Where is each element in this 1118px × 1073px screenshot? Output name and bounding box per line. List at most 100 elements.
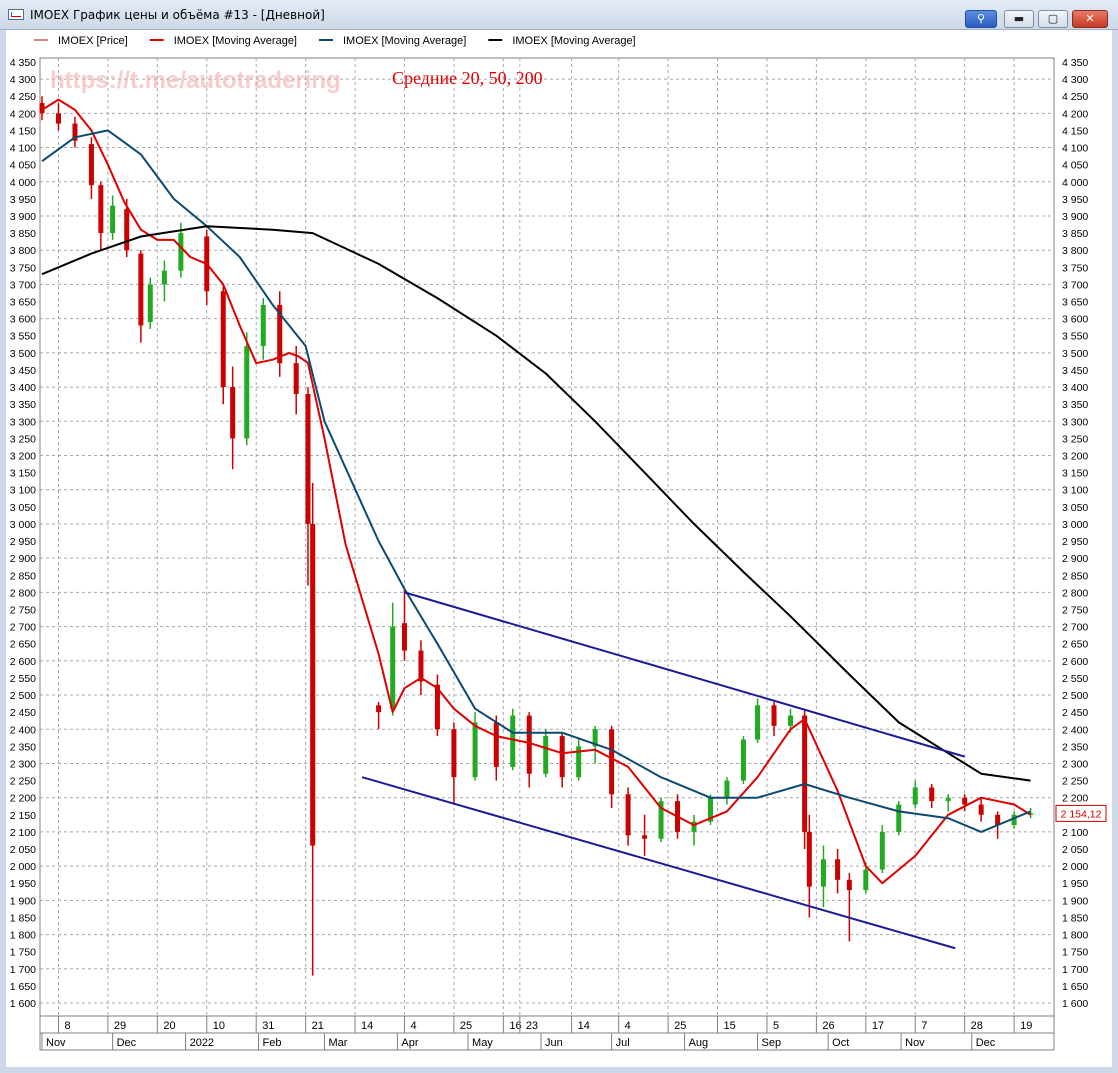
y-tick-label: 2 800 — [10, 587, 36, 599]
x-month-label: Sep — [762, 1037, 782, 1049]
minimize-button[interactable]: ▬ — [1004, 10, 1034, 28]
pin-button[interactable]: ⚲ — [965, 10, 997, 28]
y-tick-label: 4 250 — [10, 91, 36, 103]
y-tick-label: 3 050 — [1062, 502, 1088, 514]
y-tick-label: 3 100 — [10, 485, 36, 497]
candle-body — [526, 715, 532, 774]
y-tick-label: 3 650 — [1062, 297, 1088, 309]
y-tick-label: 2 050 — [10, 844, 36, 856]
y-tick-label: 2 000 — [10, 861, 36, 873]
y-tick-label: 4 150 — [10, 125, 36, 137]
candle-body — [740, 739, 746, 781]
y-tick-label: 3 900 — [1062, 211, 1088, 223]
upper-trend-line[interactable] — [404, 591, 965, 758]
x-day-label: 4 — [410, 1020, 416, 1032]
y-tick-label: 2 550 — [1062, 673, 1088, 685]
y-axis-right: 1 600 1 650 1 700 1 750 1 800 1 850 1 900 1 950… — [1062, 57, 1088, 1010]
x-day-label: 31 — [262, 1020, 274, 1032]
x-day-label: 23 — [526, 1020, 538, 1032]
candle-body — [55, 113, 61, 124]
y-tick-label: 2 850 — [10, 570, 36, 582]
candle-body — [846, 879, 852, 891]
y-tick-label: 4 300 — [10, 74, 36, 86]
candle-body — [138, 253, 144, 326]
chart-app-icon — [8, 9, 24, 20]
candle-body — [642, 835, 648, 839]
y-tick-label: 2 400 — [1062, 724, 1088, 736]
x-day-label: 25 — [674, 1020, 686, 1032]
y-tick-label: 3 600 — [1062, 314, 1088, 326]
x-month-label: Jun — [545, 1037, 563, 1049]
y-tick-label: 2 950 — [1062, 536, 1088, 548]
legend: IMOEX [Price] IMOEX [Moving Average] IMOEX… — [34, 35, 636, 47]
y-tick-label: 3 150 — [1062, 468, 1088, 480]
y-tick-label: 3 150 — [10, 468, 36, 480]
candle-body — [293, 363, 299, 394]
candle-body — [376, 705, 382, 713]
y-tick-label: 3 800 — [1062, 245, 1088, 257]
y-tick-label: 3 750 — [10, 262, 36, 274]
y-tick-label: 3 200 — [1062, 451, 1088, 463]
y-tick-label: 2 850 — [1062, 570, 1088, 582]
y-tick-label: 3 000 — [10, 519, 36, 531]
candle-body — [178, 233, 184, 271]
maximize-button[interactable]: ▢ — [1038, 10, 1068, 28]
candle-body — [609, 729, 615, 795]
candle-body — [161, 270, 167, 285]
x-month-label: Jul — [616, 1037, 630, 1049]
x-month-label: Mar — [328, 1037, 347, 1049]
candle-body — [863, 869, 869, 891]
last-price-marker: 2 154,12 — [1055, 804, 1107, 822]
y-tick-label: 2 500 — [1062, 690, 1088, 702]
x-month-label: Oct — [832, 1037, 849, 1049]
price-candles — [39, 96, 1034, 976]
y-tick-label: 3 500 — [1062, 348, 1088, 360]
y-tick-label: 1 950 — [10, 878, 36, 890]
candle-body — [98, 185, 104, 234]
y-tick-label: 3 250 — [10, 433, 36, 445]
candle-body — [472, 722, 478, 778]
x-day-label: 21 — [312, 1020, 324, 1032]
x-month-label: 2022 — [190, 1037, 214, 1049]
candle-body — [260, 304, 266, 347]
candle-body — [802, 715, 808, 832]
x-month-label: Aug — [689, 1037, 709, 1049]
moving-average-line-50 — [41, 129, 1031, 833]
moving-average-line-20 — [41, 98, 1032, 885]
candle-body — [510, 715, 516, 767]
candle-body — [277, 304, 283, 364]
candle-body — [401, 623, 407, 651]
x-day-label: 4 — [625, 1020, 631, 1032]
x-day-label: 8 — [64, 1020, 70, 1032]
moving-average-line-200 — [41, 225, 1031, 782]
candle-body — [88, 144, 94, 186]
candle-body — [418, 650, 424, 682]
grid — [39, 57, 1055, 1017]
y-tick-label: 4 000 — [10, 177, 36, 189]
y-tick-label: 3 800 — [10, 245, 36, 257]
candle-body — [724, 780, 730, 798]
x-day-label: 5 — [773, 1020, 779, 1032]
candle-body — [310, 523, 316, 846]
y-tick-label: 3 250 — [1062, 433, 1088, 445]
y-tick-label: 3 600 — [10, 314, 36, 326]
candle-body — [806, 831, 812, 887]
watermark-text[interactable]: https://t.me/autotradering — [50, 67, 341, 94]
candle-body — [72, 123, 78, 141]
close-button[interactable]: ✕ — [1072, 10, 1108, 28]
candle-body — [390, 626, 396, 709]
y-tick-label: 4 100 — [10, 143, 36, 155]
x-day-label: 26 — [822, 1020, 834, 1032]
y-tick-label: 3 550 — [1062, 331, 1088, 343]
x-day-label: 16 — [509, 1020, 521, 1032]
y-tick-label: 2 750 — [10, 604, 36, 616]
candle-body — [896, 804, 902, 832]
candle-body — [543, 736, 549, 774]
lower-trend-line[interactable] — [361, 776, 956, 950]
candle-body — [244, 346, 250, 439]
candle-body — [434, 684, 440, 730]
x-month-label: Dec — [976, 1037, 996, 1049]
y-tick-label: 1 800 — [1062, 930, 1088, 942]
x-month-label: Feb — [263, 1037, 282, 1049]
